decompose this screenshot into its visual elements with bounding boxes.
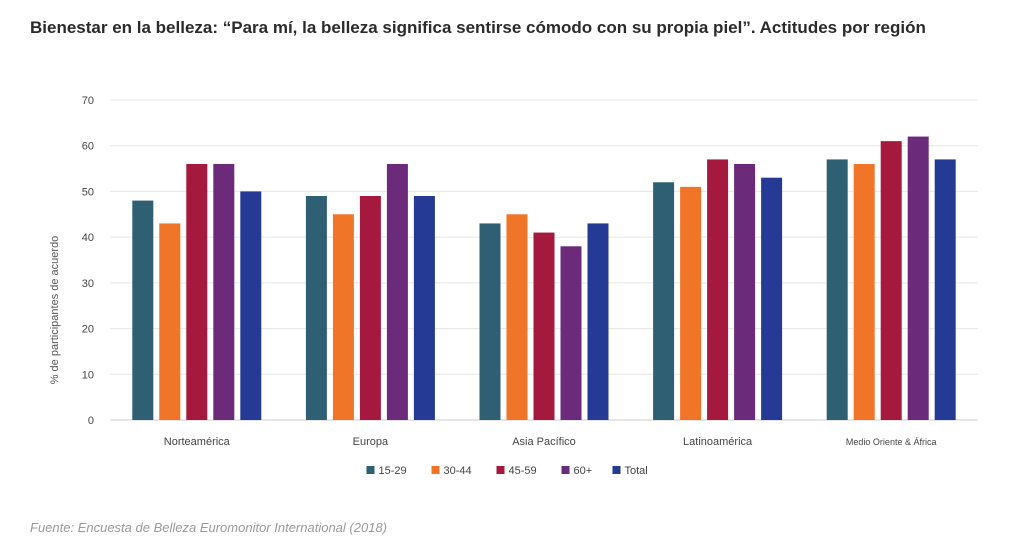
bar-60--1	[386, 164, 408, 420]
bars	[132, 136, 956, 421]
x-category-label: Europa	[353, 436, 389, 448]
y-tick-label: 50	[82, 186, 94, 198]
bar-total-2	[587, 223, 609, 420]
legend-swatch	[561, 466, 570, 474]
y-tick-label: 60	[82, 141, 94, 153]
legend: 15-29 30-44 45-59 60+ Total	[366, 465, 648, 477]
x-category-label: Norteamérica	[164, 436, 231, 448]
bar-45-59-1	[359, 196, 381, 420]
bar-30-44-1	[332, 214, 354, 420]
bar-60--2	[560, 246, 582, 420]
legend-swatch	[612, 466, 621, 474]
y-tick-label: 0	[88, 415, 94, 427]
source-note: Fuente: Encuesta de Belleza Euromonitor …	[30, 520, 387, 535]
legend-label: 60+	[574, 465, 593, 477]
bar-total-3	[761, 177, 783, 420]
legend-swatch	[431, 466, 440, 474]
bar-45-59-0	[186, 164, 208, 420]
bar-30-44-4	[853, 164, 875, 420]
legend-swatch	[496, 466, 505, 474]
bar-60--3	[734, 164, 756, 420]
x-category-label: Latinoamérica	[683, 436, 753, 448]
bar-30-44-0	[159, 223, 181, 420]
x-category-label: Medio Oriente & África	[846, 437, 937, 447]
bar-15-29-4	[826, 159, 848, 420]
bar-15-29-0	[132, 200, 154, 420]
bar-45-59-2	[533, 232, 555, 420]
y-tick-label: 40	[82, 232, 94, 244]
x-category-label: Asia Pacífico	[512, 436, 576, 448]
legend-label: 45-59	[509, 465, 537, 477]
y-tick-label: 70	[82, 95, 94, 107]
y-tick-label: 10	[82, 369, 94, 381]
y-axis-label: % de participantes de acuerdo	[49, 236, 61, 385]
y-tick-label: 20	[82, 324, 94, 336]
x-axis-categories: Norteamérica Europa Asia Pacífico Latinoamé…	[164, 436, 937, 448]
legend-label: 30-44	[444, 465, 472, 477]
bar-45-59-4	[880, 141, 902, 420]
bar-15-29-2	[479, 223, 501, 420]
bar-15-29-1	[305, 196, 327, 420]
bar-60--0	[213, 164, 235, 420]
y-axis-ticks: 0 10 20 30 40 50 60 70	[82, 95, 94, 427]
bar-30-44-3	[680, 186, 702, 420]
bar-60--4	[907, 136, 929, 421]
bar-total-0	[240, 191, 262, 420]
chart-title: Bienestar en la belleza: “Para mí, la be…	[30, 18, 926, 37]
legend-label: 15-29	[379, 465, 407, 477]
y-tick-label: 30	[82, 278, 94, 290]
bar-45-59-3	[707, 159, 729, 420]
bar-total-1	[413, 196, 435, 420]
bar-30-44-2	[506, 214, 528, 420]
legend-label: Total	[625, 465, 648, 477]
bar-total-4	[934, 159, 956, 420]
bar-15-29-3	[653, 182, 675, 420]
legend-swatch	[366, 466, 375, 474]
